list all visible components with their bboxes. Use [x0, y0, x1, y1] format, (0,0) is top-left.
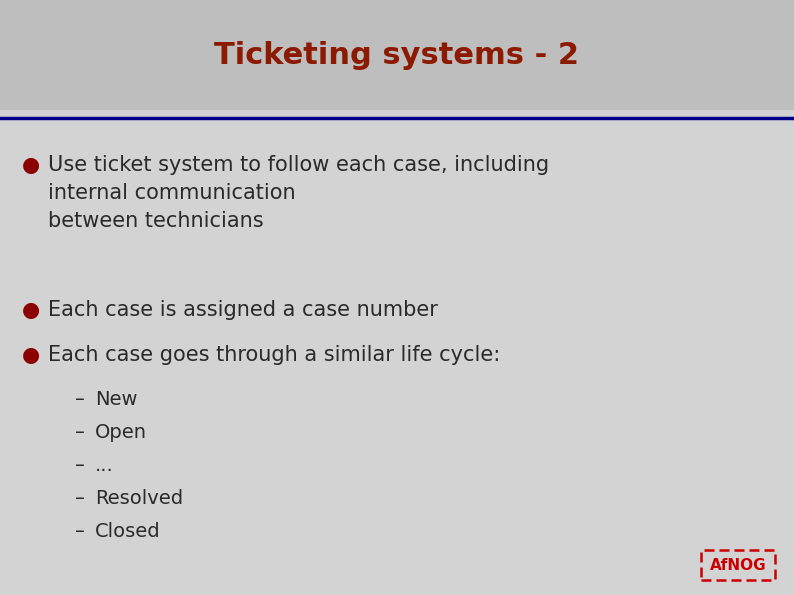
- Text: Closed: Closed: [95, 522, 160, 541]
- Text: –: –: [75, 390, 85, 409]
- Text: Use ticket system to follow each case, including
internal communication
between : Use ticket system to follow each case, i…: [48, 155, 549, 231]
- Text: Resolved: Resolved: [95, 489, 183, 508]
- Text: –: –: [75, 456, 85, 475]
- Text: ●: ●: [22, 155, 40, 175]
- Text: AfNOG: AfNOG: [710, 558, 766, 572]
- Text: Each case goes through a similar life cycle:: Each case goes through a similar life cy…: [48, 345, 500, 365]
- Text: –: –: [75, 423, 85, 442]
- FancyBboxPatch shape: [0, 0, 794, 110]
- Text: Open: Open: [95, 423, 147, 442]
- Text: Each case is assigned a case number: Each case is assigned a case number: [48, 300, 437, 320]
- Text: ●: ●: [22, 300, 40, 320]
- Text: –: –: [75, 489, 85, 508]
- Text: ...: ...: [95, 456, 114, 475]
- Text: ●: ●: [22, 345, 40, 365]
- Text: –: –: [75, 522, 85, 541]
- Text: Ticketing systems - 2: Ticketing systems - 2: [214, 40, 580, 70]
- Text: New: New: [95, 390, 137, 409]
